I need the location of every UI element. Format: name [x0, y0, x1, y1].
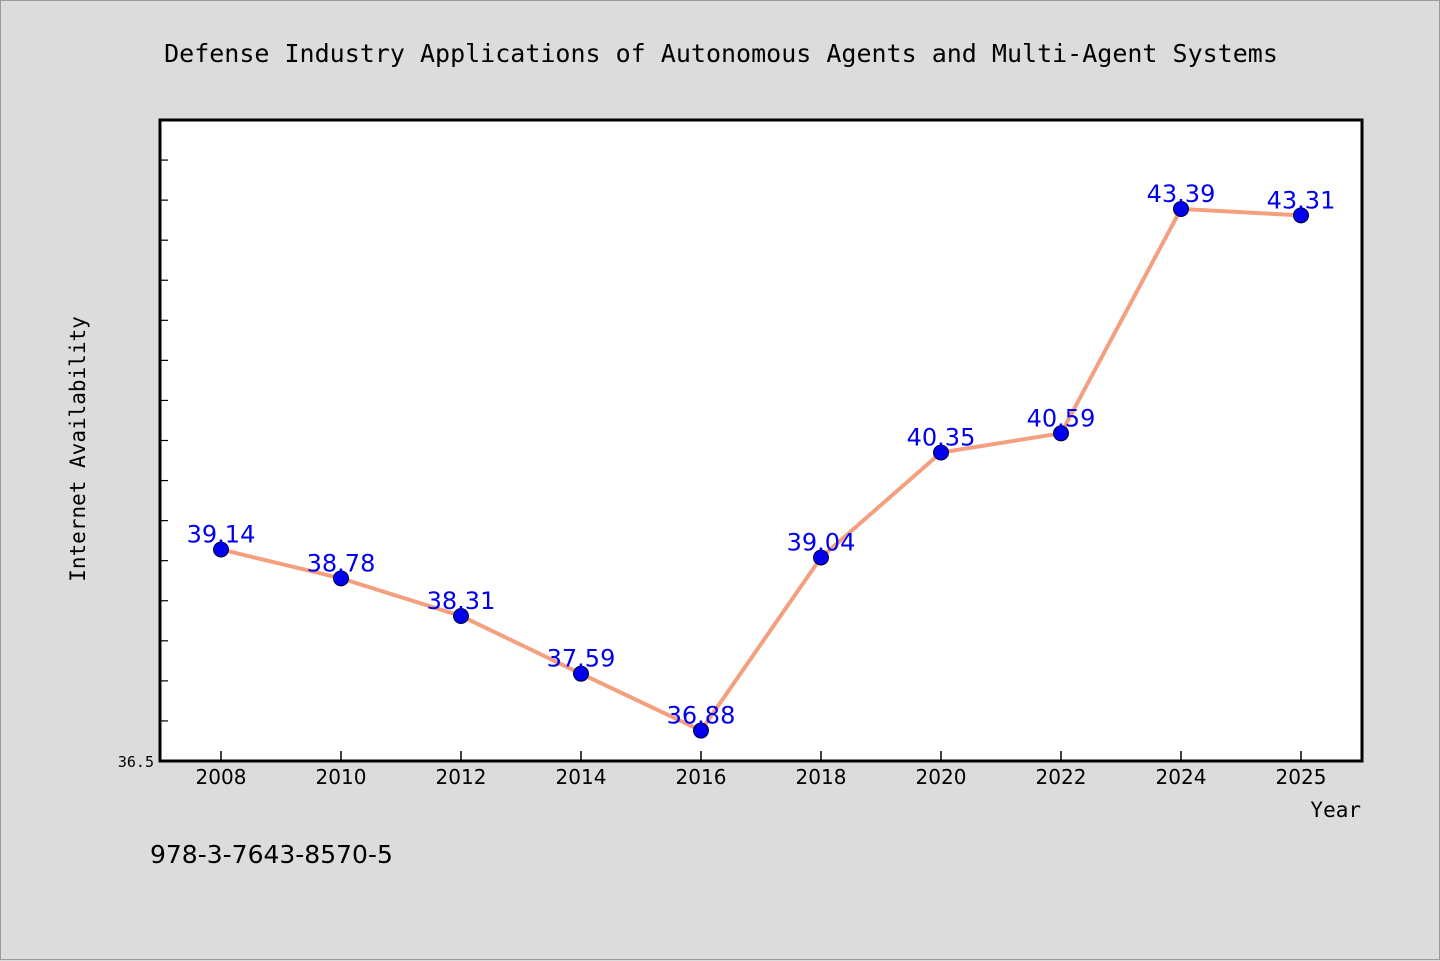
data-point-marker: [213, 541, 229, 558]
y-tick-label: 36.5: [118, 753, 154, 771]
x-axis-ticks: 2008 2010 2012 2014 2016 2018 2020 2022 2024 2025: [196, 751, 1327, 789]
data-label: 36.88: [667, 702, 736, 730]
series-line: [220, 206, 1302, 733]
x-tick-label: 2012: [436, 765, 487, 789]
y-axis-label: Internet Availability: [66, 316, 90, 582]
data-label: 39.04: [787, 528, 856, 556]
data-label: 40.35: [907, 424, 976, 452]
data-label: 40.59: [1027, 404, 1096, 432]
data-label: 37.59: [547, 645, 616, 673]
data-point-marker: [933, 444, 949, 461]
x-tick-label: 2014: [556, 765, 607, 789]
data-point-marker: [453, 607, 469, 624]
x-axis-label: Year: [1310, 798, 1361, 822]
plot-area: [158, 118, 1364, 763]
data-label: 43.39: [1147, 180, 1216, 208]
x-tick-label: 2022: [1036, 765, 1087, 789]
data-point-marker: [333, 570, 349, 587]
x-tick-label: 2010: [316, 765, 367, 789]
x-tick-label: 2024: [1156, 765, 1207, 789]
data-label: 39.14: [187, 520, 256, 548]
data-point-marker: [573, 665, 589, 682]
y-axis-ticks: [160, 119, 168, 762]
data-point-marker: [1293, 207, 1309, 224]
data-point-marker: [1173, 200, 1189, 217]
x-tick-label: 2018: [796, 765, 847, 789]
data-point-marker: [693, 722, 709, 739]
x-tick-label: 2016: [676, 765, 727, 789]
data-point-marker: [1053, 425, 1069, 442]
x-tick-label: 2025: [1276, 765, 1327, 789]
x-tick-label: 2008: [196, 765, 247, 789]
isbn-text: 978-3-7643-8570-5: [150, 840, 393, 869]
data-point-marker: [813, 549, 829, 566]
data-label: 43.31: [1267, 186, 1336, 214]
series-line-group: 39.14 38.78 38.31 37.59 36.88 39.04 40.35 40.59…: [187, 180, 1336, 739]
data-label: 38.78: [307, 549, 376, 577]
chart-title: Defense Industry Applications of Autonom…: [164, 39, 1278, 68]
data-label: 38.31: [427, 587, 496, 615]
x-tick-label: 2020: [916, 765, 967, 789]
